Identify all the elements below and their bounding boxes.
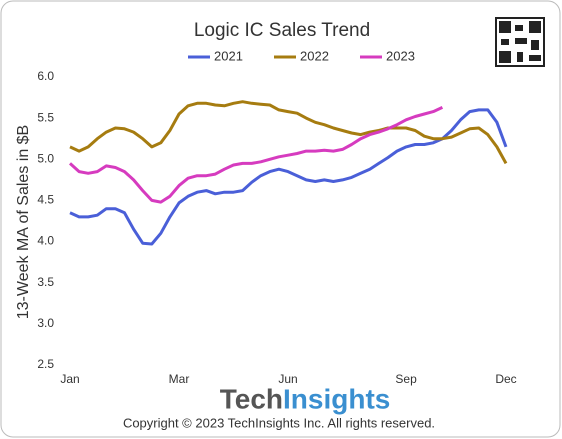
brand-prefix: Tech	[220, 383, 283, 414]
y-tick-label: 2.5	[37, 357, 54, 371]
x-tick-label: Sep	[395, 372, 417, 386]
y-tick-label: 4.0	[37, 234, 54, 248]
series-line	[69, 100, 508, 165]
legend-label: 2022	[300, 48, 329, 63]
legend-label: 2023	[386, 48, 415, 63]
x-tick-label: Dec	[495, 372, 516, 386]
y-tick-label: 3.0	[37, 316, 54, 330]
legend-label: 2021	[214, 48, 243, 63]
chart-title: Logic IC Sales Trend	[194, 20, 370, 41]
y-tick-label: 5.5	[37, 110, 54, 124]
x-tick-label: Jan	[60, 372, 79, 386]
x-tick-label: Jun	[278, 372, 297, 386]
series-line	[68, 106, 444, 204]
x-tick-label: Mar	[169, 372, 190, 386]
qr-code	[495, 17, 545, 67]
y-axis-label: 13-Week MA of Sales in $B	[15, 125, 32, 319]
brand-suffix: Insights	[283, 383, 390, 414]
y-tick-label: 6.0	[37, 69, 54, 83]
y-tick-label: 3.5	[37, 275, 54, 289]
y-tick-label: 4.5	[37, 193, 54, 207]
series-line	[69, 108, 508, 246]
copyright: Copyright © 2023 TechInsights Inc. All r…	[123, 415, 435, 430]
y-tick-label: 5.0	[37, 151, 54, 165]
